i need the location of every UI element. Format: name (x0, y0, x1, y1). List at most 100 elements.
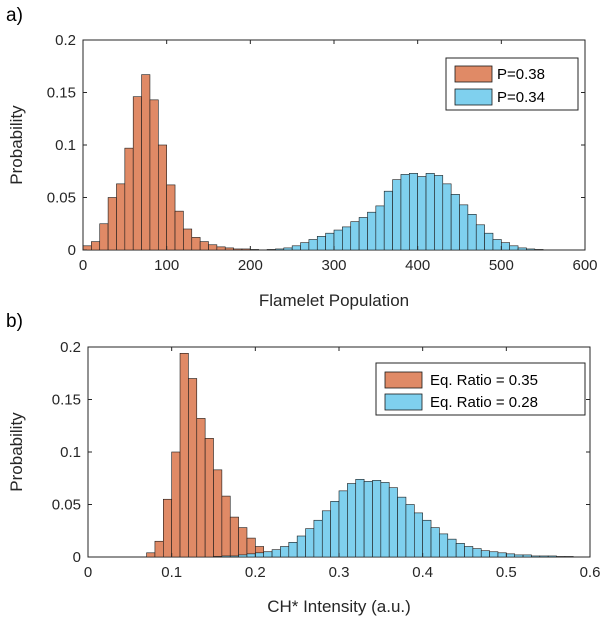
histogram-bar (275, 248, 285, 251)
histogram-bar (171, 451, 181, 558)
histogram-bar (141, 74, 151, 251)
histogram-bar (475, 224, 485, 251)
y-tick-label: 0.2 (55, 32, 76, 49)
x-tick-label: 0.1 (161, 564, 182, 581)
series-1 (213, 478, 574, 558)
histogram-bar (547, 555, 557, 558)
histogram-bar (455, 543, 465, 558)
histogram-bar (514, 554, 524, 558)
x-tick-label: 0.6 (580, 564, 601, 581)
histogram-bar (116, 183, 126, 251)
histogram-bar (408, 173, 418, 251)
histogram-bar (425, 173, 435, 251)
histogram-bar (358, 217, 368, 251)
legend: Eq. Ratio = 0.35 Eq. Ratio = 0.28 (375, 362, 586, 416)
y-tick-label: 0.1 (55, 137, 76, 154)
histogram-bar (250, 249, 260, 251)
y-tick-label: 0.1 (60, 444, 81, 461)
histogram-bar (367, 211, 377, 251)
histogram-bar (372, 480, 382, 558)
histogram-bar (422, 519, 432, 558)
histogram-bar (263, 551, 273, 558)
histogram-bar (355, 478, 365, 558)
histogram-bar (413, 512, 423, 558)
y-tick-label: 0.05 (47, 190, 76, 207)
histogram-bar (82, 245, 92, 251)
histogram-bar (208, 244, 218, 251)
histogram-bar (238, 527, 248, 558)
histogram-bar (191, 237, 201, 251)
histogram-bar (434, 175, 444, 251)
histogram-bar (472, 548, 482, 558)
histogram-bar (347, 483, 357, 558)
histogram-bar (484, 232, 494, 251)
histogram-bar (489, 551, 499, 558)
legend-label: Eq. Ratio = 0.35 (430, 372, 538, 389)
legend-label: Eq. Ratio = 0.28 (430, 394, 538, 411)
histogram-bar (517, 247, 527, 251)
histogram-bar (246, 553, 256, 558)
histogram-bar (321, 510, 331, 558)
histogram-bar (166, 184, 176, 251)
histogram-bar (383, 190, 393, 251)
histogram-bar (531, 555, 541, 558)
histogram-bar (213, 469, 223, 558)
histogram-bar (480, 550, 490, 558)
histogram-bar (447, 538, 457, 558)
y-tick-label: 0.2 (60, 339, 81, 356)
histogram-bar (522, 554, 532, 558)
histogram-bar (196, 418, 206, 558)
histogram-bar (300, 242, 310, 251)
legend-swatch (384, 393, 423, 411)
histogram-bar (397, 496, 407, 558)
chart-panel-b: 0 0.1 0.2 0.3 0.4 0.5 0.600.050.10.150.2CH* In… (6, 311, 600, 616)
x-tick-label: 0.2 (245, 564, 266, 581)
histogram-bar (450, 194, 460, 251)
histogram-bar (556, 556, 566, 558)
histogram-bar (146, 552, 156, 558)
x-tick-label: 0.5 (496, 564, 517, 581)
histogram-bar (149, 99, 159, 251)
histogram-bar (363, 481, 373, 558)
histogram-bar (308, 239, 318, 251)
histogram-bar (188, 378, 198, 558)
histogram-bar (305, 528, 315, 558)
y-tick-label: 0.15 (47, 85, 76, 102)
x-tick-label: 200 (238, 257, 263, 274)
histogram-bar (154, 540, 164, 558)
legend: P=0.38 P=0.34 (445, 57, 579, 111)
histogram-bar (255, 552, 265, 558)
y-tick-label: 0 (68, 242, 76, 259)
histogram-bar (216, 246, 226, 251)
histogram-bar (241, 248, 251, 251)
histogram-bar (280, 546, 290, 558)
x-tick-label: 400 (405, 257, 430, 274)
y-axis-label: Probability (7, 412, 26, 492)
legend-swatch (454, 65, 493, 83)
histogram-bar (342, 226, 352, 251)
histogram-bar (430, 527, 440, 558)
histogram-bar (183, 228, 193, 251)
histogram-bar (442, 183, 452, 251)
histogram-bar (174, 210, 184, 251)
legend-label: P=0.38 (497, 66, 545, 83)
x-tick-label: 0 (79, 257, 87, 274)
y-tick-label: 0 (73, 549, 81, 566)
histogram-bar (271, 549, 281, 558)
histogram-bar (506, 553, 515, 558)
histogram-bar (163, 498, 172, 558)
histogram-bar (405, 504, 415, 558)
histogram-bar (330, 501, 340, 558)
histogram-bar (464, 546, 474, 558)
histogram-bar (204, 438, 214, 558)
histogram-bar (233, 248, 243, 251)
x-tick-label: 0 (84, 564, 92, 581)
histogram-bar (221, 555, 231, 558)
x-tick-label: 100 (154, 257, 179, 274)
histogram-bar (238, 554, 248, 558)
panel-label: a) (6, 5, 23, 26)
histogram-bar (99, 223, 109, 251)
histogram-bar (288, 541, 298, 558)
x-tick-label: 500 (489, 257, 514, 274)
histogram-bar (467, 214, 477, 251)
